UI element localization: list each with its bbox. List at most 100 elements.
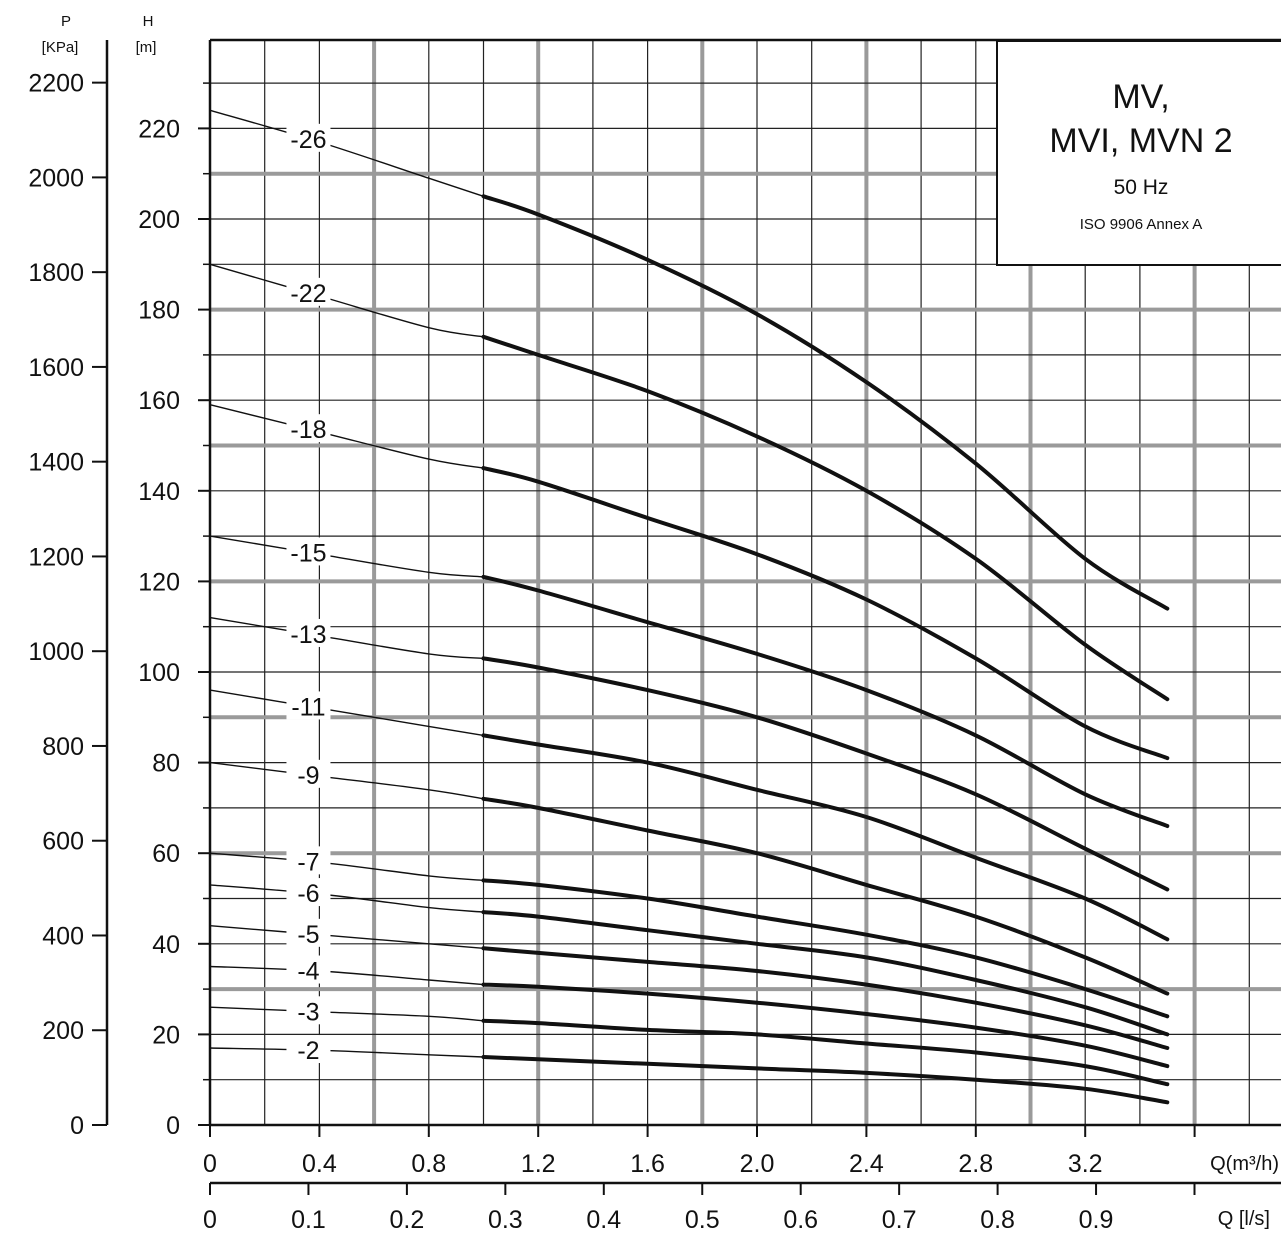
q-ls-axis-tick-label: 0	[203, 1206, 217, 1234]
chart-title-line2: MVI, MVN 2	[1049, 122, 1233, 160]
curve-label-bg	[286, 996, 331, 1025]
h-axis-tick-label: 140	[138, 478, 180, 506]
p-axis-tick-label: 2200	[28, 70, 84, 98]
curve-thin-n9	[209, 761, 484, 800]
curve-n9	[481, 796, 1170, 996]
curve-n15	[481, 574, 1170, 828]
curve-n4	[481, 982, 1170, 1069]
h-axis-tick-label: 220	[138, 115, 180, 143]
h-axis-unit: [m]	[136, 39, 157, 56]
curve-thin-n26	[209, 109, 484, 197]
p-axis-tick-label: 1800	[28, 259, 84, 287]
q-ls-axis-tick-label: 0.6	[783, 1206, 818, 1234]
curve-thin-n4	[209, 965, 484, 986]
h-axis-tick-label: 20	[152, 1021, 180, 1049]
q-ls-axis-tick-label: 0.3	[488, 1206, 523, 1234]
curve-n3	[481, 1018, 1170, 1087]
p-axis-tick-label: 1400	[28, 449, 84, 477]
curve-thin-n13	[209, 616, 484, 660]
p-axis-tick-label: 200	[42, 1017, 84, 1045]
curve-label: -3	[297, 998, 319, 1026]
standard-label: ISO 9906 Annex A	[1079, 216, 1203, 233]
p-axis-label: P	[61, 13, 71, 30]
curve-label: -5	[297, 921, 319, 949]
h-axis-tick-label: 200	[138, 206, 180, 234]
q-ls-axis-tick-label: 0.9	[1079, 1206, 1114, 1234]
q-axis-tick-label: 3.2	[1068, 1150, 1103, 1178]
curve-label-bg	[286, 691, 331, 720]
curve-label-bg	[286, 918, 331, 947]
curve-label-bg	[286, 878, 331, 907]
curve-thin-n6	[209, 884, 484, 913]
q-ls-axis-tick-label: 0.7	[882, 1206, 917, 1234]
p-axis-tick-label: 400	[42, 922, 84, 950]
p-axis-tick-label: 1200	[28, 543, 84, 571]
p-axis-tick-label: 1000	[28, 638, 84, 666]
curve-label: -2	[297, 1037, 319, 1065]
q-axis-tick-label: 2.8	[958, 1150, 993, 1178]
pump-curves	[209, 109, 1170, 1105]
h-axis-tick-label: 0	[166, 1112, 180, 1140]
q-ls-axis-tick-label: 0.8	[980, 1206, 1015, 1234]
curve-label: -15	[290, 539, 326, 567]
q-axis-tick-label: 1.2	[521, 1150, 556, 1178]
chart-title-line1: MV,	[1112, 78, 1170, 116]
q-axis-tick-label: 2.0	[740, 1150, 775, 1178]
curve-label-bg	[286, 277, 331, 306]
curve-label-bg	[286, 414, 331, 443]
q-ls-axis-tick-label: 0.4	[586, 1206, 621, 1234]
curve-thin-n7	[209, 852, 484, 882]
p-axis-tick-label: 2000	[28, 164, 84, 192]
h-axis-tick-label: 160	[138, 387, 180, 415]
p-axis-tick-label: 600	[42, 828, 84, 856]
p-axis-tick-label: 800	[42, 733, 84, 761]
h-axis-tick-label: 120	[138, 568, 180, 596]
h-axis-label: H	[143, 13, 154, 30]
curve-label-bg	[286, 1035, 331, 1064]
curve-n7	[481, 878, 1170, 1019]
q-axis-tick-label: 1.6	[630, 1150, 665, 1178]
h-axis-tick-label: 100	[138, 659, 180, 687]
p-axis-tick-label: 0	[70, 1112, 84, 1140]
curve-label: -6	[297, 880, 319, 908]
axes	[92, 38, 1281, 1195]
curve-thin-n15	[209, 535, 484, 578]
curve-label: -13	[290, 621, 326, 649]
q-m3h-axis-label: Q(m³/h)	[1210, 1153, 1279, 1175]
curve-n26	[481, 194, 1170, 611]
curve-label: -9	[297, 762, 319, 790]
curve-label: -22	[290, 280, 326, 308]
curve-label-bg	[286, 123, 331, 152]
curve-label: -4	[297, 958, 319, 986]
title-box: MV, MVI, MVN 2 50 Hz ISO 9906 Annex A	[996, 40, 1281, 266]
curve-n11	[481, 733, 1170, 942]
curve-label: -11	[291, 693, 325, 721]
curve-thin-n18	[209, 404, 484, 469]
curve-label-bg	[286, 759, 331, 788]
q-ls-axis-label: Q [l/s]	[1218, 1208, 1270, 1230]
curve-label: -7	[297, 848, 319, 876]
curve-label: -18	[290, 416, 326, 444]
curve-thin-n2	[209, 1047, 484, 1058]
curve-n2	[481, 1055, 1170, 1105]
curve-labels: -26 -22 -18 -15 -13 -11 -9 -7 -6 -5 -4 -3 -2	[286, 123, 331, 1065]
curve-n6	[481, 910, 1170, 1037]
q-axis-tick-label: 0	[203, 1150, 217, 1178]
h-axis-tick-label: 80	[152, 750, 180, 778]
q-axis-tick-label: 0.4	[302, 1150, 337, 1178]
curve-thin-n11	[209, 689, 484, 737]
frequency-label: 50 Hz	[1113, 176, 1169, 199]
curve-thin-n22	[209, 263, 484, 338]
p-axis-tick-label: 1600	[28, 354, 84, 382]
curve-label-bg	[286, 618, 331, 647]
curve-n5	[481, 946, 1170, 1050]
curve-n13	[481, 656, 1170, 892]
curve-thin-n5	[209, 925, 484, 949]
q-axis-tick-label: 2.4	[849, 1150, 884, 1178]
curve-thin-n3	[209, 1006, 484, 1022]
q-ls-axis-tick-label: 0.2	[390, 1206, 425, 1234]
h-axis-tick-label: 40	[152, 931, 180, 959]
h-axis-tick-label: 180	[138, 297, 180, 325]
q-ls-axis-tick-label: 0.5	[685, 1206, 720, 1234]
